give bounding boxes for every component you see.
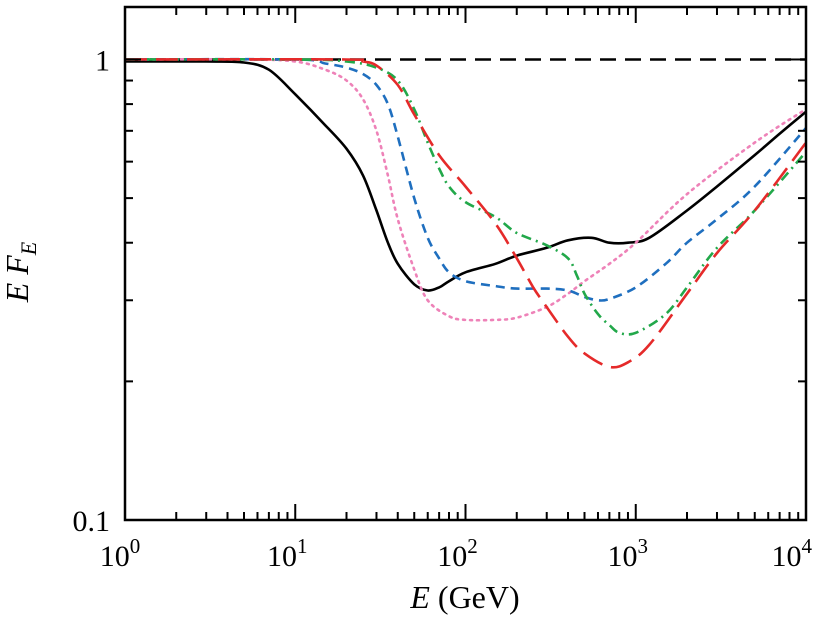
y-tick-label: 0.1 [73, 505, 111, 538]
x-axis-unit: (GeV) [430, 579, 520, 615]
y-axis-sub: E [16, 241, 41, 256]
x-tick-label: 101 [267, 534, 308, 573]
series-line-4 [125, 58, 806, 369]
series-line-3 [125, 58, 806, 336]
x-tick-label: 102 [437, 534, 478, 573]
x-tick-label: 100 [100, 534, 141, 573]
x-axis-var: E [409, 579, 430, 615]
series-line-1 [125, 58, 806, 322]
series-line-2 [125, 57, 806, 302]
y-axis-main: E F [0, 255, 35, 304]
ticks-layer [124, 7, 807, 521]
y-axis-title: E FE [0, 241, 41, 303]
series-layer [125, 57, 806, 369]
x-tick-label: 103 [608, 534, 649, 573]
x-axis-title: E (GeV) [409, 579, 519, 615]
tick-labels: 100 101 102 103 104 0.1 1 [73, 44, 813, 573]
y-tick-label: 1 [95, 44, 110, 77]
plot-frame [123, 5, 808, 522]
x-tick-label: 104 [772, 534, 813, 573]
series-line-0 [125, 60, 806, 292]
